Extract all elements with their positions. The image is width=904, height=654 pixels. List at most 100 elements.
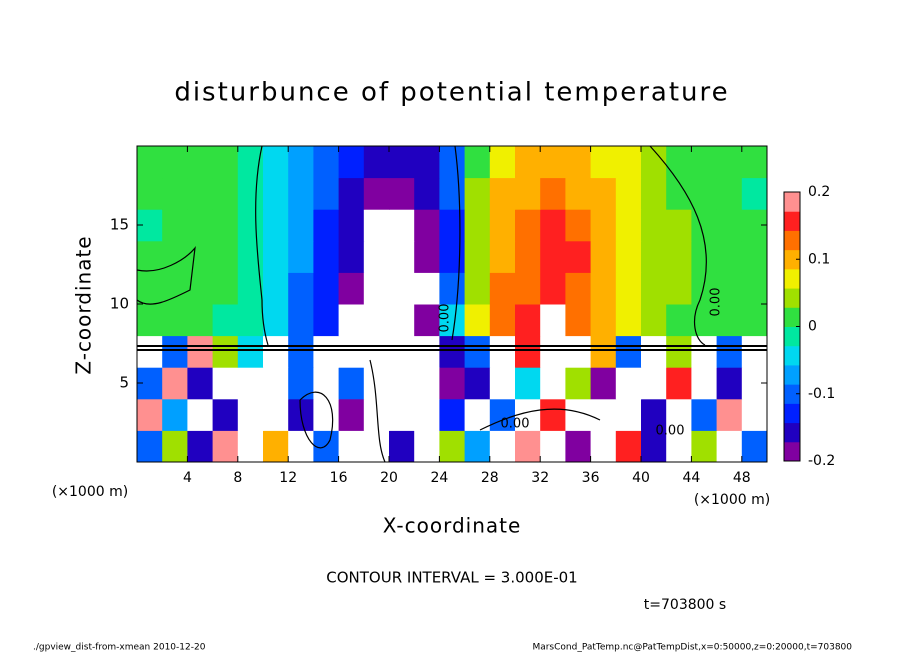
field-cell bbox=[338, 240, 365, 273]
contour-lines bbox=[136, 145, 767, 463]
field-cell bbox=[515, 209, 541, 242]
colorbar-tick-label: -0.1 bbox=[808, 386, 835, 402]
field-cell bbox=[540, 430, 566, 463]
contour-line bbox=[479, 408, 601, 431]
field-cell bbox=[288, 272, 314, 305]
field-cell bbox=[666, 209, 692, 242]
field-cell bbox=[414, 304, 440, 337]
field-cell bbox=[414, 240, 440, 273]
field-cell bbox=[313, 209, 340, 242]
field-cell bbox=[263, 240, 289, 273]
x-tick-label: 40 bbox=[632, 470, 650, 486]
field-cell bbox=[641, 177, 667, 210]
chart-title: disturbunce of potential temperature bbox=[174, 78, 729, 108]
colorbar-band bbox=[784, 403, 800, 424]
field-cell bbox=[741, 398, 768, 431]
field-cell bbox=[691, 335, 718, 368]
field-cell bbox=[464, 430, 491, 463]
field-cell bbox=[515, 335, 541, 368]
field-cell bbox=[162, 398, 188, 431]
field-cell bbox=[414, 367, 440, 400]
field-cell bbox=[313, 177, 340, 210]
field-cell bbox=[439, 367, 466, 400]
field-cell bbox=[691, 272, 718, 305]
field-cell bbox=[439, 240, 466, 273]
x-tick-label: 12 bbox=[279, 470, 297, 486]
field-cell bbox=[187, 335, 214, 368]
field-cell bbox=[263, 367, 289, 400]
field-cell bbox=[187, 304, 214, 337]
field-cell bbox=[313, 240, 340, 273]
field-cell bbox=[590, 272, 617, 305]
field-cell bbox=[212, 272, 239, 305]
field-cell bbox=[515, 430, 541, 463]
colorbar-band bbox=[784, 192, 800, 212]
colorbar-band bbox=[784, 441, 800, 462]
x-tick-label: 24 bbox=[430, 470, 448, 486]
field-cell bbox=[741, 272, 768, 305]
field-cell bbox=[439, 398, 466, 431]
field-cell bbox=[363, 335, 390, 368]
contour-line bbox=[451, 145, 461, 341]
field-cell bbox=[464, 304, 491, 337]
footer-left: ./gpview_dist-from-xmean 2010-12-20 bbox=[33, 643, 206, 653]
field-cell bbox=[565, 146, 592, 179]
field-cell bbox=[288, 146, 314, 179]
field-cell bbox=[212, 367, 239, 400]
field-cell bbox=[389, 398, 415, 431]
field-cell bbox=[716, 304, 743, 337]
colorbar-band bbox=[784, 345, 800, 366]
colorbar-band bbox=[784, 364, 800, 385]
field-cell bbox=[313, 335, 340, 368]
field-cell bbox=[187, 367, 214, 400]
field-cell bbox=[540, 177, 566, 210]
field-cell bbox=[414, 177, 440, 210]
field-cell bbox=[489, 146, 516, 179]
field-cell bbox=[716, 398, 743, 431]
field-cell bbox=[691, 398, 718, 431]
field-cell bbox=[313, 398, 340, 431]
field-cell bbox=[187, 430, 214, 463]
field-cell bbox=[489, 240, 516, 273]
field-cell bbox=[489, 430, 516, 463]
field-cell bbox=[489, 209, 516, 242]
field-cell bbox=[590, 177, 617, 210]
field-cell bbox=[212, 146, 239, 179]
field-cell bbox=[615, 272, 642, 305]
footer-right: MarsCond_PatTemp.nc@PatTempDist,x=0:5000… bbox=[532, 643, 852, 653]
field-cell bbox=[338, 430, 365, 463]
field-cell bbox=[338, 177, 365, 210]
field-cell bbox=[389, 177, 415, 210]
field-cell bbox=[641, 272, 667, 305]
field-cell bbox=[439, 177, 466, 210]
field-cell bbox=[363, 209, 390, 242]
field-cell bbox=[464, 146, 491, 179]
field-cell bbox=[237, 177, 264, 210]
field-cell bbox=[439, 272, 466, 305]
field-cell bbox=[565, 430, 592, 463]
field-cell bbox=[363, 240, 390, 273]
field-cell bbox=[641, 146, 667, 179]
colorbar-tick-label: 0.1 bbox=[808, 251, 830, 267]
field-cell bbox=[414, 430, 440, 463]
field-cell bbox=[338, 398, 365, 431]
field-cell bbox=[389, 304, 415, 337]
field-cell bbox=[716, 146, 743, 179]
field-cell bbox=[741, 430, 768, 463]
field-cell bbox=[237, 240, 264, 273]
field-cell bbox=[540, 398, 566, 431]
field-cell bbox=[263, 398, 289, 431]
field-cell bbox=[641, 304, 667, 337]
x-tick-label: 28 bbox=[481, 470, 499, 486]
field-cell bbox=[389, 272, 415, 305]
field-cell bbox=[590, 240, 617, 273]
contour-label: 0.00 bbox=[438, 304, 453, 333]
field-cell bbox=[263, 146, 289, 179]
field-cell bbox=[615, 209, 642, 242]
x-tick-label: 32 bbox=[531, 470, 549, 486]
field-cell bbox=[313, 430, 340, 463]
field-cell bbox=[489, 398, 516, 431]
field-cell bbox=[489, 367, 516, 400]
field-cell bbox=[666, 272, 692, 305]
colorbar-band bbox=[784, 249, 800, 270]
